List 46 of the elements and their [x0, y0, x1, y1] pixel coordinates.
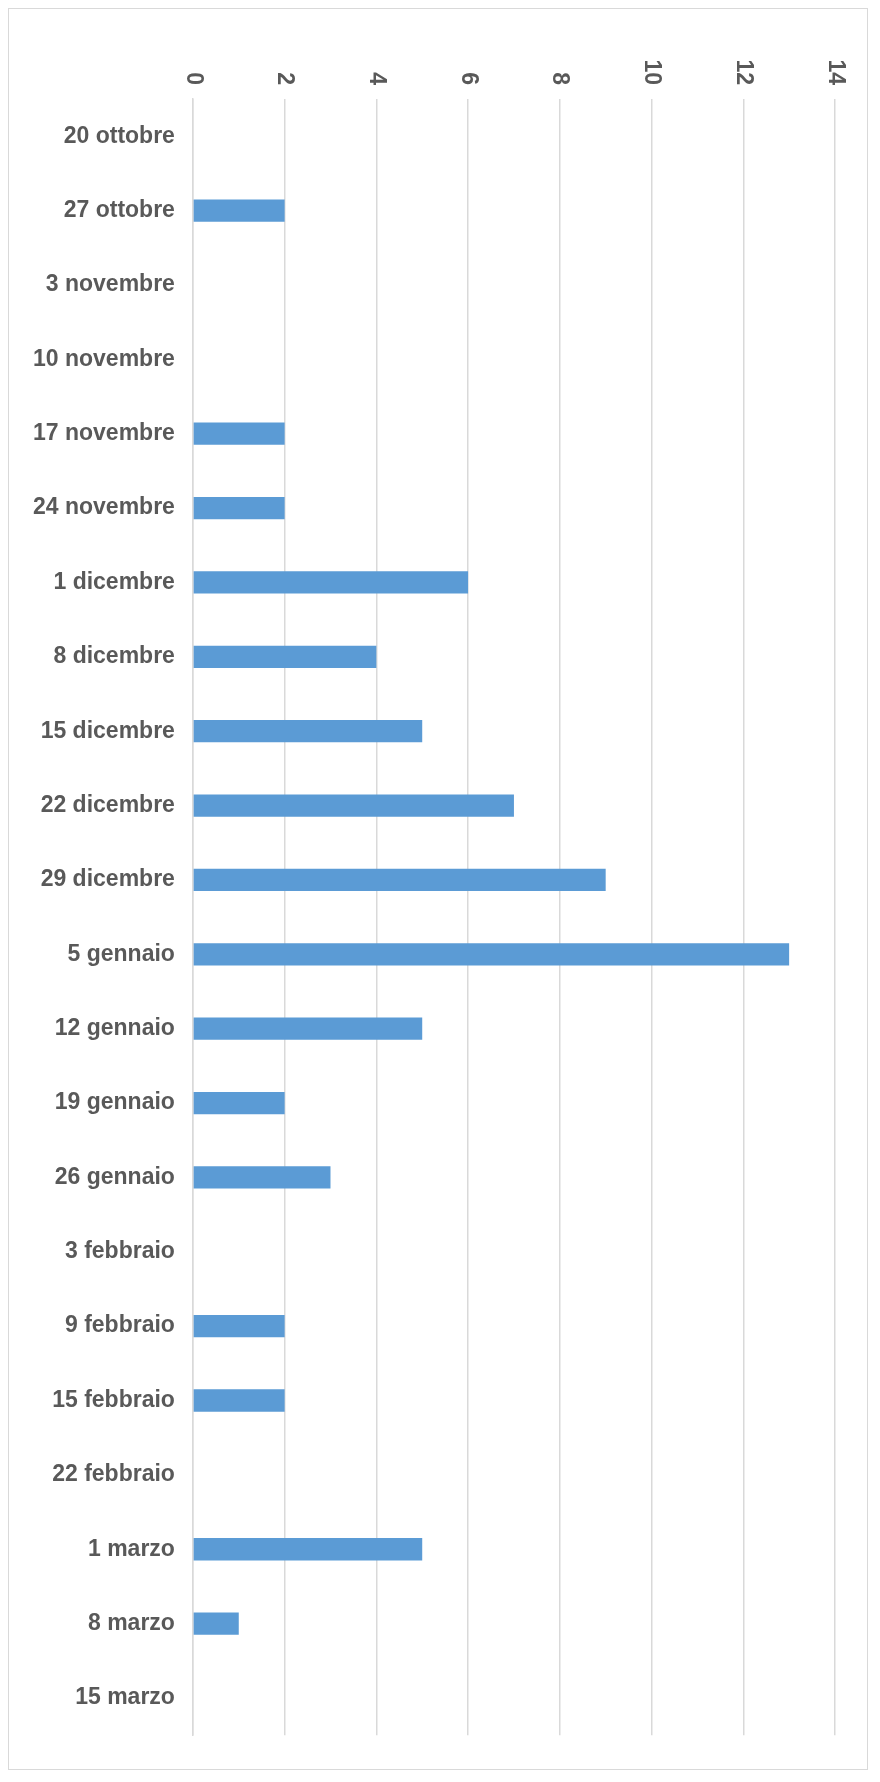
y-tick-label: 12 gennaio — [54, 1014, 175, 1040]
y-tick-label: 5 gennaio — [67, 939, 175, 966]
bar — [193, 794, 514, 817]
bar — [193, 1538, 423, 1561]
bar — [193, 943, 790, 966]
bar — [193, 1612, 239, 1635]
x-tick-label: 2 — [273, 72, 300, 85]
y-tick-label: 8 marzo — [87, 1608, 175, 1635]
y-tick-label: 3 febbraio — [64, 1237, 175, 1264]
y-tick-label: 10 novembre — [32, 344, 175, 371]
y-tick-label: 8 dicembre — [53, 642, 175, 669]
bar — [193, 1166, 331, 1189]
bar — [193, 645, 377, 668]
x-tick-label: 12 — [731, 59, 758, 85]
x-tick-label: 4 — [365, 72, 392, 86]
bar — [193, 1389, 285, 1412]
y-tick-label: 22 febbraio — [52, 1460, 175, 1487]
y-tick-label: 15 febbraio — [52, 1385, 175, 1412]
x-tick-label: 14 — [823, 59, 850, 86]
y-tick-label: 15 dicembre — [40, 716, 175, 743]
y-tick-label: 26 gennaio — [54, 1162, 175, 1189]
y-tick-label: 1 dicembre — [53, 567, 175, 594]
y-tick-label: 29 dicembre — [40, 865, 175, 892]
bar — [193, 1314, 285, 1338]
bar — [193, 868, 606, 892]
x-tick-label: 6 — [456, 72, 483, 85]
bar — [193, 1017, 423, 1040]
bar — [193, 422, 285, 445]
y-tick-label: 1 marzo — [87, 1534, 175, 1561]
bar — [193, 720, 423, 743]
x-tick-label: 10 — [640, 59, 667, 85]
bar — [193, 199, 285, 222]
y-tick-label: 20 ottobre — [63, 121, 175, 148]
y-tick-label: 3 novembre — [45, 270, 175, 297]
y-tick-label: 24 novembre — [32, 493, 175, 520]
bar — [193, 496, 285, 520]
y-tick-label: 19 gennaio — [54, 1088, 175, 1115]
y-tick-label: 9 febbraio — [64, 1311, 175, 1338]
bar — [193, 1091, 285, 1115]
y-tick-label: 22 dicembre — [40, 790, 175, 817]
bar — [193, 571, 469, 594]
x-tick-label: 0 — [181, 72, 208, 85]
y-tick-label: 15 marzo — [75, 1683, 175, 1710]
y-tick-label: 17 novembre — [32, 419, 175, 446]
x-tick-label: 8 — [548, 72, 575, 86]
y-tick-label: 27 ottobre — [63, 195, 175, 222]
